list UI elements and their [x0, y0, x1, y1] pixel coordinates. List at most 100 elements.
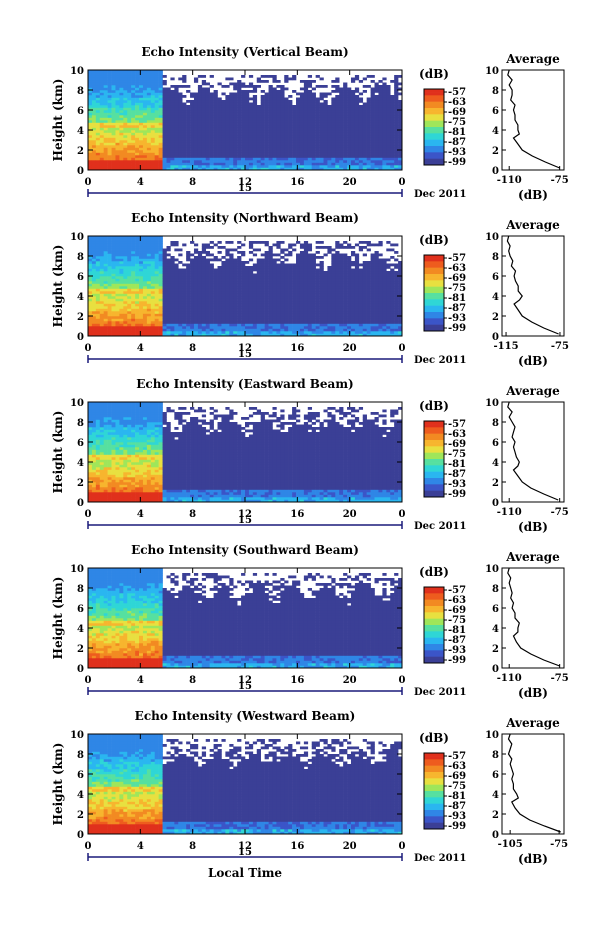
heatmap-cell: [127, 244, 131, 247]
heatmap-cell: [104, 241, 108, 244]
heatmap-cell: [119, 281, 123, 284]
heatmap-cell: [214, 286, 218, 289]
heatmap-cell: [214, 140, 218, 143]
heatmap-cell: [367, 120, 371, 123]
heatmap-cell: [320, 160, 324, 163]
heatmap-cell: [241, 105, 245, 108]
heatmap-cell: [214, 281, 218, 284]
heatmap-cell: [96, 286, 100, 289]
heatmap-cell: [284, 103, 288, 106]
heatmap-cell: [308, 93, 312, 96]
heatmap-cell: [386, 100, 390, 103]
heatmap-cell: [115, 148, 119, 151]
heatmap-cell: [112, 286, 116, 289]
heatmap-cell: [359, 108, 363, 111]
heatmap-cell: [190, 254, 194, 257]
heatmap-cell: [135, 135, 139, 138]
heatmap-cell: [308, 331, 312, 334]
heatmap-cell: [355, 103, 359, 106]
heatmap-cell: [382, 155, 386, 158]
heatmap-cell: [139, 304, 143, 307]
heatmap-cell: [115, 239, 119, 242]
heatmap-cell: [225, 266, 229, 269]
heatmap-cell: [139, 83, 143, 86]
heatmap-cell: [206, 309, 210, 312]
heatmap-cell: [178, 279, 182, 282]
heatmap-cell: [151, 108, 155, 111]
heatmap-cell: [104, 329, 108, 332]
heatmap-cell: [194, 266, 198, 269]
heatmap-cell: [320, 113, 324, 116]
heatmap-cell: [163, 256, 167, 259]
heatmap-cell: [221, 286, 225, 289]
heatmap-cell: [108, 140, 112, 143]
heatmap-cell: [186, 120, 190, 123]
heatmap-cell: [382, 118, 386, 121]
heatmap-cell: [135, 73, 139, 76]
heatmap-cell: [312, 331, 316, 334]
heatmap-cell: [92, 321, 96, 324]
heatmap-cell: [257, 311, 261, 314]
heatmap-cell: [245, 90, 249, 93]
heatmap-cell: [194, 123, 198, 126]
heatmap-cell: [292, 309, 296, 312]
heatmap-cell: [100, 259, 104, 262]
heatmap-cell: [292, 108, 296, 111]
heatmap-cell: [386, 153, 390, 156]
heatmap-cell: [210, 98, 214, 101]
heatmap-cell: [131, 269, 135, 272]
heatmap-cell: [221, 118, 225, 121]
heatmap-cell: [371, 165, 375, 168]
heatmap-cell: [218, 123, 222, 126]
heatmap-cell: [174, 108, 178, 111]
heatmap-cell: [288, 329, 292, 332]
heatmap-cell: [104, 321, 108, 324]
heatmap-cell: [371, 155, 375, 158]
heatmap-cell: [108, 276, 112, 279]
heatmap-cell: [304, 80, 308, 83]
heatmap-cell: [170, 274, 174, 277]
heatmap-cell: [151, 319, 155, 322]
heatmap-cell: [190, 314, 194, 317]
heatmap-cell: [237, 316, 241, 319]
heatmap-cell: [159, 153, 163, 156]
heatmap-cell: [320, 143, 324, 146]
heatmap-cell: [123, 259, 127, 262]
heatmap-cell: [367, 75, 371, 78]
heatmap-cell: [100, 133, 104, 136]
heatmap-cell: [363, 120, 367, 123]
heatmap-cell: [92, 244, 96, 247]
heatmap-cell: [308, 95, 312, 98]
heatmap-cell: [312, 148, 316, 151]
heatmap-cell: [155, 113, 159, 116]
heatmap-cell: [131, 306, 135, 309]
heatmap-cell: [174, 244, 178, 247]
heatmap-cell: [359, 105, 363, 108]
heatmap-cell: [206, 254, 210, 257]
heatmap-cell: [218, 138, 222, 141]
heatmap-cell: [249, 301, 253, 304]
heatmap-cell: [245, 120, 249, 123]
heatmap-cell: [135, 120, 139, 123]
heatmap-cell: [143, 75, 147, 78]
heatmap-cell: [265, 286, 269, 289]
heatmap-cell: [304, 331, 308, 334]
heatmap-cell: [131, 123, 135, 126]
heatmap-cell: [123, 138, 127, 141]
heatmap-cell: [355, 105, 359, 108]
heatmap-cell: [151, 138, 155, 141]
heatmap-cell: [123, 316, 127, 319]
heatmap-cell: [147, 329, 151, 332]
heatmap-cell: [88, 244, 92, 247]
heatmap-cell: [233, 329, 237, 332]
heatmap-cell: [269, 145, 273, 148]
heatmap-cell: [355, 143, 359, 146]
heatmap-cell: [265, 95, 269, 98]
heatmap-cell: [386, 143, 390, 146]
heatmap-cell: [382, 163, 386, 166]
heatmap-cell: [202, 324, 206, 327]
heatmap-cell: [229, 128, 233, 131]
heatmap-cell: [249, 251, 253, 254]
heatmap-cell: [186, 281, 190, 284]
heatmap-cell: [206, 331, 210, 334]
